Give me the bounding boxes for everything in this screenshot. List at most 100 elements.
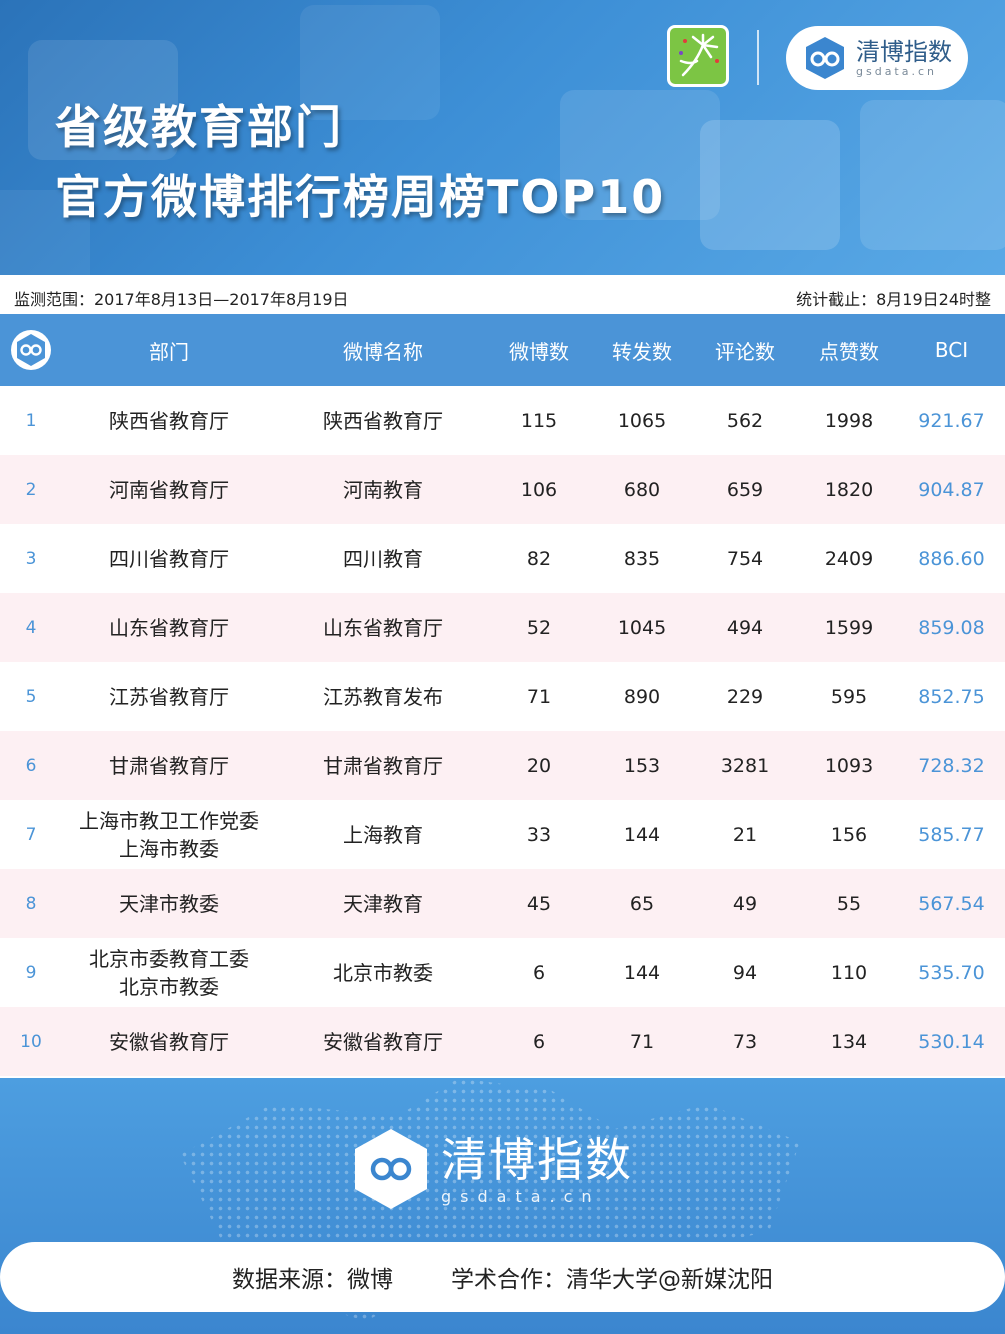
rank-cell: 7	[25, 824, 37, 845]
comments-cell: 229	[726, 685, 764, 708]
dept-line: 上海市教委	[119, 836, 219, 861]
forwards-cell: 153	[623, 754, 661, 777]
bci-cell: 585.77	[918, 823, 985, 846]
likes-cell: 110	[830, 961, 868, 984]
dept-line: 江苏省教育厅	[109, 684, 229, 709]
data-source: 数据来源：微博	[232, 1267, 393, 1293]
decor-square	[560, 90, 720, 220]
column-header-forwards: 转发数	[612, 339, 672, 364]
decor-square	[0, 190, 90, 275]
meta-line: 监测范围：2017年8月13日—2017年8月19日 统计截止：8月19日24时…	[0, 284, 1005, 312]
bci-cell: 567.54	[918, 892, 985, 915]
table-row: 8 天津市教委 天津教育 45 65 49 55 567.54	[0, 869, 1005, 938]
gsdata-logo-icon	[11, 330, 51, 370]
weibo-name-cell: 河南教育	[343, 477, 423, 502]
bci-cell: 535.70	[918, 961, 985, 984]
comments-cell: 21	[732, 823, 758, 846]
bci-cell: 921.67	[918, 409, 985, 432]
column-header-dept: 部门	[149, 339, 189, 364]
gsdata-logo-icon	[355, 1129, 427, 1209]
dept-cell: 山东省教育厅	[62, 593, 276, 662]
likes-cell: 156	[830, 823, 868, 846]
rank-cell: 3	[25, 548, 37, 569]
table-row: 4 山东省教育厅 山东省教育厅 52 1045 494 1599 859.08	[0, 593, 1005, 662]
decor-square	[300, 5, 440, 120]
comments-cell: 754	[726, 547, 764, 570]
comments-cell: 73	[732, 1030, 758, 1053]
stat-cutoff: 统计截止：8月19日24时整	[796, 290, 991, 309]
column-header-name: 微博名称	[343, 339, 423, 364]
forwards-cell: 144	[623, 823, 661, 846]
forwards-cell: 835	[623, 547, 661, 570]
forwards-cell: 1065	[617, 409, 667, 432]
dept-line: 河南省教育厅	[109, 477, 229, 502]
rank-cell: 10	[20, 1031, 42, 1052]
dept-cell: 上海市教卫工作党委 上海市教委	[62, 800, 276, 869]
weibo-name-cell: 陕西省教育厅	[323, 408, 443, 433]
brand-domain: gsdata.cn	[856, 64, 938, 78]
likes-cell: 134	[830, 1030, 868, 1053]
header-banner: 省级教育部门 官方微博排行榜周榜TOP10	[0, 0, 1005, 275]
forwards-cell: 680	[623, 478, 661, 501]
column-header-posts: 微博数	[509, 339, 569, 364]
table-row: 3 四川省教育厅 四川教育 82 835 754 2409 886.60	[0, 524, 1005, 593]
posts-cell: 106	[520, 478, 558, 501]
title-line-2: 官方微博排行榜周榜TOP10	[55, 170, 666, 224]
footer-brand-domain: gsdata.cn	[441, 1186, 601, 1206]
dept-line: 甘肃省教育厅	[109, 753, 229, 778]
likes-cell: 1093	[824, 754, 874, 777]
table-row: 5 江苏省教育厅 江苏教育发布 71 890 229 595 852.75	[0, 662, 1005, 731]
footer-brand-logo: 清博指数 gsdata.cn	[355, 1124, 655, 1214]
forwards-cell: 71	[629, 1030, 655, 1053]
dept-cell: 四川省教育厅	[62, 524, 276, 593]
ranking-table: 1 陕西省教育厅 陕西省教育厅 115 1065 562 1998 921.67…	[0, 386, 1005, 1076]
likes-cell: 55	[836, 892, 862, 915]
dept-cell: 河南省教育厅	[62, 455, 276, 524]
dept-line: 北京市委教育工委	[89, 946, 249, 971]
rank-cell: 5	[25, 686, 37, 707]
rank-cell: 8	[25, 893, 37, 914]
dept-cell: 甘肃省教育厅	[62, 731, 276, 800]
header-rank-cell	[0, 314, 62, 386]
column-header-bci: BCI	[934, 338, 969, 362]
bci-cell: 859.08	[918, 616, 985, 639]
dept-cell: 北京市委教育工委 北京市教委	[62, 938, 276, 1007]
likes-cell: 2409	[824, 547, 874, 570]
bci-cell: 886.60	[918, 547, 985, 570]
weibo-name-cell: 天津教育	[343, 891, 423, 916]
likes-cell: 1998	[824, 409, 874, 432]
likes-cell: 1599	[824, 616, 874, 639]
table-row: 9 北京市委教育工委 北京市教委 北京市教委 6 144 94 110 535.…	[0, 938, 1005, 1007]
gsdata-logo-icon	[806, 37, 844, 79]
comments-cell: 659	[726, 478, 764, 501]
dept-line: 四川省教育厅	[109, 546, 229, 571]
posts-cell: 6	[532, 1030, 546, 1053]
dept-cell: 陕西省教育厅	[62, 386, 276, 455]
table-row: 7 上海市教卫工作党委 上海市教委 上海教育 33 144 21 156 585…	[0, 800, 1005, 869]
table-row: 1 陕西省教育厅 陕西省教育厅 115 1065 562 1998 921.67	[0, 386, 1005, 455]
brand-logo: 清博指数 gsdata.cn	[786, 26, 968, 90]
dept-line: 陕西省教育厅	[109, 408, 229, 433]
column-header-comments: 评论数	[715, 339, 775, 364]
rank-cell: 1	[25, 410, 37, 431]
footer-brand-name: 清博指数	[441, 1132, 633, 1187]
comments-cell: 494	[726, 616, 764, 639]
weibo-name-cell: 山东省教育厅	[323, 615, 443, 640]
bci-cell: 728.32	[918, 754, 985, 777]
weibo-name-cell: 四川教育	[343, 546, 423, 571]
dept-line: 安徽省教育厅	[109, 1029, 229, 1054]
page-title: 省级教育部门 官方微博排行榜周榜TOP10	[55, 92, 665, 232]
monitoring-range: 监测范围：2017年8月13日—2017年8月19日	[14, 290, 349, 309]
rank-cell: 4	[25, 617, 37, 638]
bci-cell: 904.87	[918, 478, 985, 501]
posts-cell: 6	[532, 961, 546, 984]
comments-cell: 49	[732, 892, 758, 915]
logo-divider	[757, 30, 759, 85]
comments-cell: 562	[726, 409, 764, 432]
title-line-1: 省级教育部门	[55, 100, 343, 154]
comments-cell: 94	[732, 961, 758, 984]
decor-square	[700, 120, 840, 250]
decor-square	[860, 100, 1005, 250]
forwards-cell: 1045	[617, 616, 667, 639]
bci-cell: 852.75	[918, 685, 985, 708]
